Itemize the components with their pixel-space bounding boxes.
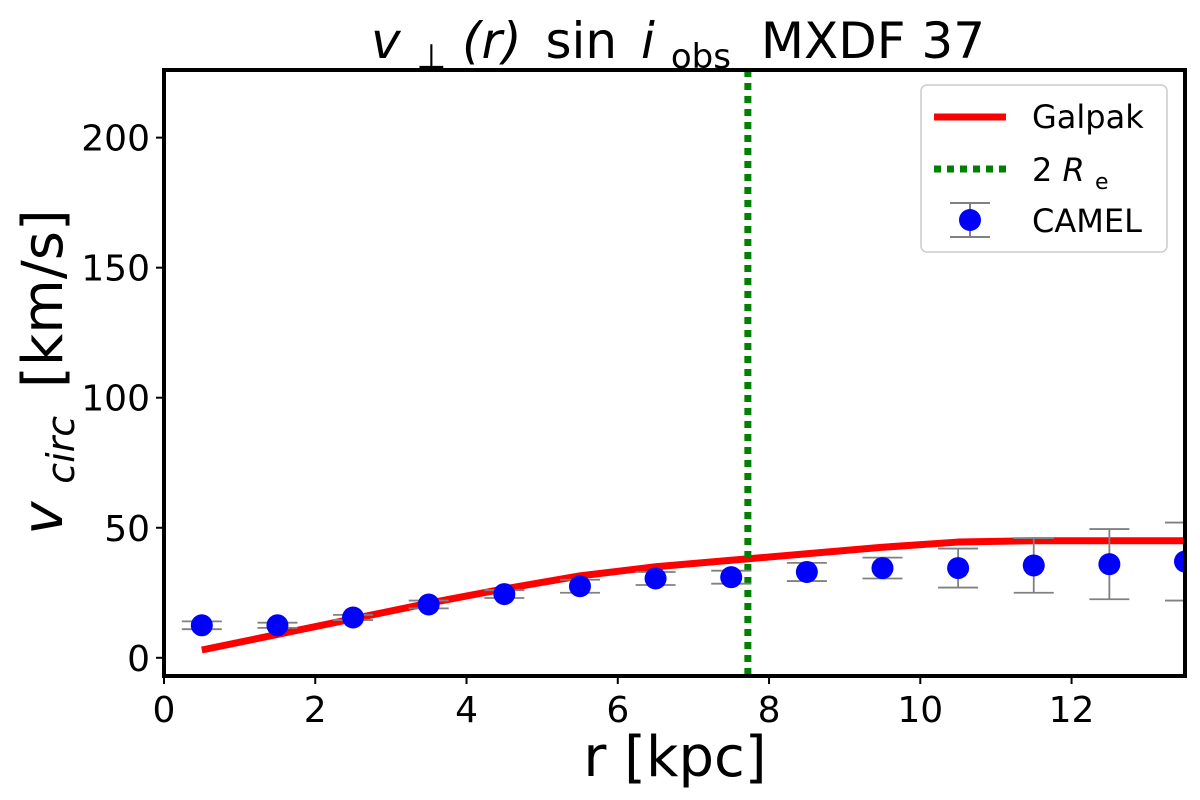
y-tick-label: 0	[127, 639, 150, 680]
title-i: i	[641, 12, 655, 70]
title-v: v	[371, 12, 402, 70]
legend-box	[920, 84, 1168, 253]
legend-galpak-label: Galpak	[1032, 98, 1144, 136]
legend-camel-swatch	[950, 202, 990, 238]
camel-point	[862, 556, 903, 580]
camel-point	[711, 566, 752, 589]
camel-marker	[342, 606, 365, 629]
camel-marker	[795, 560, 818, 583]
legend-re-label: 2 R e	[1032, 151, 1108, 195]
y-tick-label: 100	[81, 379, 150, 420]
x-tick-label: 8	[758, 690, 781, 731]
camel-point	[1089, 528, 1130, 601]
x-axis-title: r [kpc]	[583, 725, 766, 790]
ylabel-sub: circ	[39, 416, 83, 484]
title-name: MXDF 37	[761, 12, 985, 70]
camel-point	[635, 567, 676, 590]
camel-marker	[1174, 550, 1185, 573]
legend-re-sub: e	[1095, 170, 1109, 195]
camel-marker	[947, 557, 970, 580]
camel-point	[333, 606, 374, 629]
camel-marker	[266, 614, 289, 637]
camel-marker	[720, 566, 743, 589]
title-sin: sin	[545, 12, 617, 70]
camel-marker	[871, 557, 894, 580]
camel-point	[257, 614, 298, 637]
x-tick-label: 6	[606, 690, 629, 731]
x-tick-label: 4	[455, 690, 478, 731]
camel-marker	[493, 583, 516, 606]
camel-point	[408, 593, 449, 616]
legend-re-r: R	[1063, 151, 1085, 189]
camel-point	[938, 547, 979, 589]
camel-marker	[568, 575, 591, 598]
y-tick-label: 200	[81, 119, 150, 160]
legend-camel-label: CAMEL	[1032, 202, 1142, 240]
camel-point	[559, 575, 600, 598]
x-tick-label: 2	[304, 690, 327, 731]
camel-point	[1165, 521, 1185, 602]
y-axis-ticks: 0 50 100 150 200	[81, 119, 164, 680]
camel-marker	[417, 593, 440, 616]
x-axis-ticks: 0 2 4 6 8 10 12	[153, 676, 1095, 731]
ylabel-unit: [km/s]	[11, 209, 76, 388]
camel-marker	[1098, 553, 1121, 576]
camel-marker	[644, 567, 667, 590]
camel-point	[181, 614, 222, 637]
y-tick-label: 150	[81, 249, 150, 290]
x-tick-label: 0	[153, 690, 176, 731]
x-tick-label: 12	[1049, 690, 1095, 731]
camel-point	[484, 583, 525, 606]
y-axis-title: v circ [km/s]	[11, 209, 88, 534]
title-func: (r)	[462, 12, 522, 70]
camel-point	[786, 560, 827, 583]
legend: Galpak 2 R e CAMEL	[920, 84, 1168, 253]
camel-marker	[190, 614, 213, 637]
camel-marker	[1022, 554, 1045, 577]
plot-area	[181, 70, 1185, 676]
plot-frame	[162, 68, 1187, 678]
x-tick-label: 10	[897, 690, 943, 731]
y-tick-label: 50	[104, 509, 150, 550]
camel-point	[1013, 537, 1054, 594]
ylabel-main: v	[11, 501, 76, 535]
galpak-line	[201, 537, 1185, 654]
legend-re-two: 2	[1032, 151, 1052, 189]
